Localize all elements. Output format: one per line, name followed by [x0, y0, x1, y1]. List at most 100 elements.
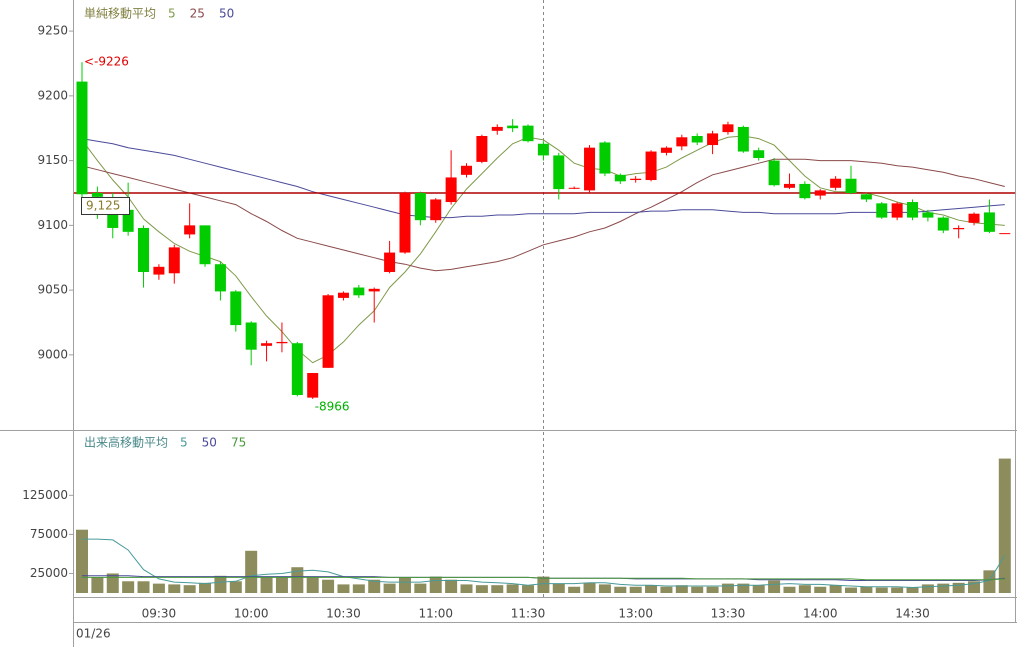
- y-tick-label: 9050: [37, 283, 68, 297]
- extreme-annotation: <-9226: [84, 55, 129, 69]
- x-tick-label: 14:00: [803, 607, 838, 621]
- volume-bar: [552, 583, 565, 593]
- volume-bar: [921, 584, 934, 593]
- volume-bar: [414, 583, 427, 593]
- volume-bar: [752, 585, 765, 593]
- candle-body: [368, 288, 380, 292]
- volume-bar: [737, 583, 750, 593]
- candle-body: [645, 151, 657, 181]
- reference-label-box: [81, 196, 130, 215]
- candle-body: [138, 227, 150, 272]
- volume-bar: [168, 584, 181, 593]
- candle-body: [353, 287, 365, 296]
- volume-bar: [845, 587, 857, 593]
- moving-average-line: [81, 158, 1005, 272]
- volume-bar: [275, 576, 288, 593]
- volume-bar: [968, 581, 981, 593]
- moving-average-line: [82, 538, 1006, 589]
- volume-bar: [537, 576, 550, 593]
- legend-entry: 25: [190, 7, 205, 21]
- volume-bar: [398, 577, 411, 593]
- candle-body: [891, 203, 903, 218]
- legend-title: 出来高移動平均: [84, 435, 168, 450]
- volume-bar: [660, 586, 673, 593]
- candle-body: [537, 143, 549, 156]
- candle-body: [153, 266, 165, 275]
- volume-bar: [368, 579, 381, 593]
- candle-body: [399, 192, 411, 253]
- candle-body: [184, 225, 196, 235]
- reference-label: 9,125: [86, 198, 120, 212]
- volume-bar: [721, 583, 734, 593]
- volume-bar: [814, 586, 827, 593]
- volume-bar: [875, 587, 888, 593]
- legend-entry: 5: [180, 436, 188, 450]
- volume-bar: [906, 587, 919, 593]
- candle-body: [291, 343, 303, 396]
- volume-bar: [614, 586, 627, 593]
- legend-entry: 75: [231, 436, 246, 450]
- volume-bar: [645, 585, 658, 593]
- y-tick-label: 9000: [37, 347, 68, 361]
- date-label: 01/26: [76, 627, 111, 641]
- candle-body: [568, 187, 580, 189]
- candle-body: [445, 177, 457, 203]
- candle-body: [830, 178, 842, 188]
- volume-bar: [199, 582, 212, 593]
- x-tick-label: 10:00: [234, 607, 269, 621]
- candle-body: [199, 225, 211, 265]
- candle-body: [507, 125, 519, 129]
- candle-body: [722, 124, 734, 133]
- y-tick-label: 9150: [37, 153, 68, 167]
- candle-body: [922, 212, 934, 218]
- x-tick-label: 13:00: [618, 607, 653, 621]
- candle-body: [768, 160, 780, 186]
- volume-bar: [952, 582, 965, 593]
- volume-bar: [245, 550, 258, 593]
- candle-body: [860, 194, 872, 200]
- candle-body: [599, 142, 611, 174]
- candle-body: [553, 155, 565, 190]
- volume-bar: [798, 585, 811, 593]
- y-tick-label: 9250: [37, 24, 68, 38]
- volume-bar: [260, 577, 273, 593]
- volume-bar: [445, 579, 458, 593]
- volume-bar: [891, 587, 904, 593]
- volume-bar: [522, 585, 535, 593]
- volume-bar: [352, 584, 365, 593]
- candle-body: [214, 264, 226, 292]
- x-tick-label: 09:30: [142, 607, 177, 621]
- y-tick-label: 9100: [37, 218, 68, 232]
- y-tick-label: 75000: [30, 527, 68, 541]
- candle-body: [614, 174, 626, 182]
- candle-body: [799, 183, 811, 199]
- candle-body: [953, 227, 965, 230]
- candle-body: [414, 192, 426, 221]
- volume-bar: [568, 586, 581, 593]
- x-tick-label: 10:30: [326, 607, 361, 621]
- candle-body: [983, 212, 995, 232]
- candle-body: [91, 192, 103, 197]
- volume-bar: [137, 581, 150, 593]
- volume-bar: [337, 584, 350, 593]
- volume-bar: [152, 583, 165, 593]
- volume-bar: [598, 584, 611, 593]
- candle-body: [691, 135, 703, 143]
- candle-body: [337, 292, 349, 298]
- volume-bar: [829, 585, 842, 593]
- candle-body: [168, 247, 180, 274]
- moving-average-line: [81, 138, 1005, 219]
- volume-bar: [768, 580, 781, 593]
- volume-bar: [322, 579, 335, 593]
- candle-body: [76, 81, 88, 195]
- candle-body: [261, 343, 273, 346]
- moving-average-line: [82, 576, 1005, 581]
- volume-bar: [675, 585, 688, 593]
- candle-body: [307, 373, 319, 398]
- candle-body: [322, 295, 334, 368]
- x-tick-label: 11:00: [418, 607, 453, 621]
- legend-title: 単純移動平均: [84, 7, 156, 21]
- candle-body: [107, 204, 119, 228]
